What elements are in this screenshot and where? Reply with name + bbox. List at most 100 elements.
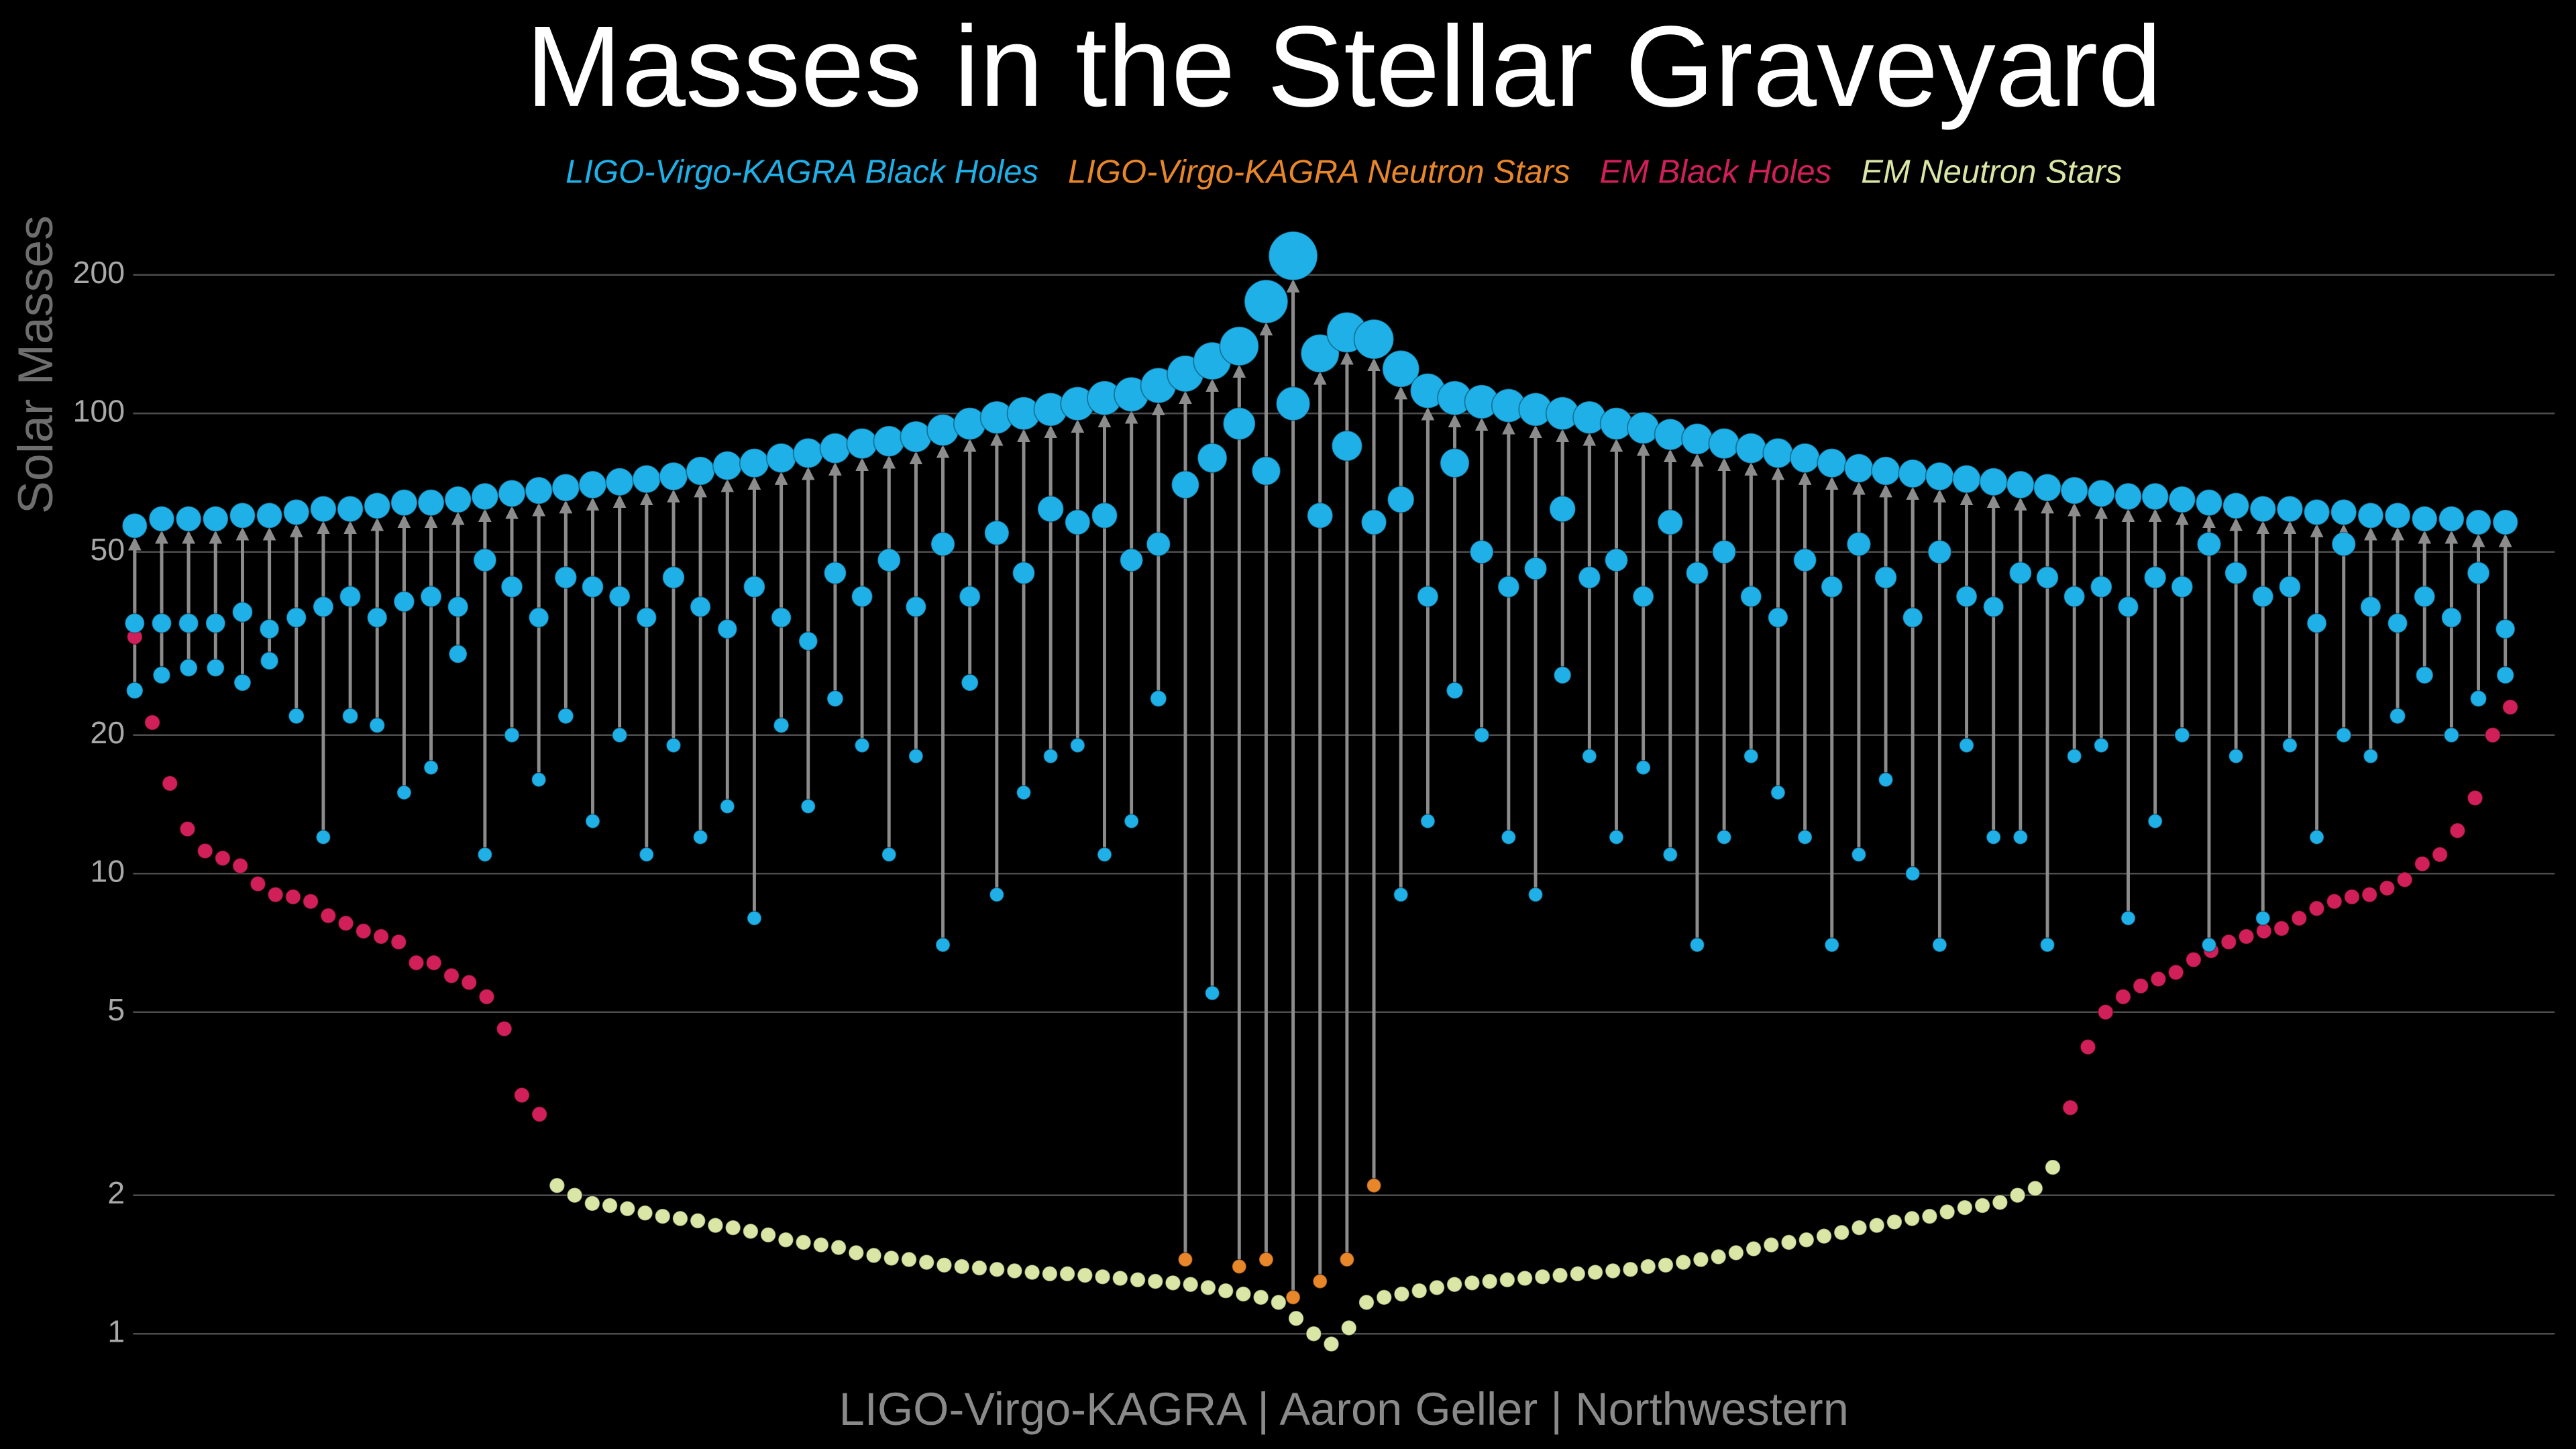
component-mass xyxy=(1578,566,1601,589)
y-tick-label: 1 xyxy=(107,1314,125,1349)
em-point xyxy=(1358,1294,1375,1311)
component-mass xyxy=(908,748,924,764)
em-point xyxy=(549,1177,566,1194)
component-mass xyxy=(1197,442,1228,474)
component-mass xyxy=(717,619,738,639)
em-point xyxy=(2449,822,2466,839)
em-point xyxy=(602,1197,619,1214)
em-point xyxy=(337,915,354,932)
component-mass xyxy=(1743,748,1759,764)
component-mass xyxy=(2496,665,2515,684)
component-mass xyxy=(2174,727,2190,743)
component-mass xyxy=(339,585,362,608)
remnant-mass xyxy=(2330,498,2357,526)
component-mass xyxy=(1119,548,1144,572)
em-point xyxy=(496,1020,513,1037)
component-mass xyxy=(2387,612,2408,634)
component-mass xyxy=(877,548,902,572)
component-mass xyxy=(2171,575,2194,598)
component-mass xyxy=(1635,759,1652,775)
remnant-mass xyxy=(1898,459,1928,488)
em-point xyxy=(1851,1220,1868,1236)
component-mass xyxy=(719,798,735,814)
caption: LIGO-Virgo-KAGRA | Aaron Geller | Northw… xyxy=(839,1383,1849,1435)
em-point xyxy=(672,1210,688,1227)
component-mass xyxy=(500,575,523,598)
em-point xyxy=(1904,1210,1921,1227)
component-mass xyxy=(1927,539,1952,564)
component-mass xyxy=(206,658,225,678)
component-mass xyxy=(1662,847,1678,863)
em-point xyxy=(2167,964,2184,981)
component-mass xyxy=(366,607,388,629)
component-mass xyxy=(1689,937,1705,953)
component-mass xyxy=(477,847,493,863)
component-mass xyxy=(747,910,762,926)
component-mass xyxy=(1716,829,1732,845)
component-mass xyxy=(854,737,870,753)
em-point xyxy=(1886,1214,1902,1230)
component-mass xyxy=(1366,1177,1382,1193)
component-mass xyxy=(1446,682,1464,700)
em-point xyxy=(2150,971,2167,987)
em-point xyxy=(1130,1271,1146,1288)
component-mass xyxy=(1393,887,1409,903)
em-point xyxy=(989,1261,1006,1278)
em-point xyxy=(936,1256,953,1273)
component-mass xyxy=(179,658,198,678)
y-axis-label: Solar Masses xyxy=(7,215,63,514)
component-mass xyxy=(1285,1289,1301,1305)
legend-entry: EM Neutron Stars xyxy=(1861,154,2122,191)
component-mass xyxy=(2012,829,2029,845)
remnant-mass xyxy=(2060,476,2089,505)
em-point xyxy=(1006,1263,1023,1279)
component-mass xyxy=(2413,585,2436,608)
remnant-mass xyxy=(2357,502,2384,529)
remnant-mass xyxy=(282,498,310,526)
component-mass xyxy=(1222,407,1256,441)
component-mass xyxy=(661,566,686,589)
em-point xyxy=(2273,920,2290,937)
component-mass xyxy=(611,727,628,743)
remnant-mass xyxy=(712,450,743,481)
em-point xyxy=(1798,1232,1815,1248)
component-mass xyxy=(2201,937,2217,953)
remnant-mass xyxy=(2384,502,2411,529)
em-point xyxy=(2308,900,2325,917)
remnant-mass xyxy=(2168,486,2196,514)
remnant-mass xyxy=(605,467,635,496)
em-point xyxy=(1024,1264,1040,1281)
em-point xyxy=(1393,1285,1410,1302)
em-point xyxy=(2062,1099,2079,1116)
em-point xyxy=(1675,1254,1692,1271)
component-mass xyxy=(341,708,359,724)
em-point xyxy=(1992,1194,2008,1211)
em-point xyxy=(1376,1289,1393,1305)
component-mass xyxy=(2251,585,2274,608)
component-mass xyxy=(585,813,600,829)
component-mass xyxy=(1069,737,1085,753)
em-point xyxy=(1833,1224,1850,1241)
component-mass xyxy=(504,727,520,743)
em-point xyxy=(390,934,407,951)
component-mass xyxy=(531,771,547,788)
em-point xyxy=(2045,1159,2061,1176)
remnant-mass xyxy=(1735,432,1767,464)
component-mass xyxy=(1711,539,1737,564)
em-point xyxy=(619,1200,636,1217)
component-mass xyxy=(2282,737,2298,753)
component-mass xyxy=(1016,785,1032,800)
component-mass xyxy=(2035,566,2059,589)
em-point xyxy=(1517,1270,1534,1287)
component-mass xyxy=(2143,566,2167,589)
y-tick-label: 10 xyxy=(90,854,125,889)
component-mass xyxy=(369,717,386,734)
component-mass xyxy=(1824,937,1840,953)
em-point xyxy=(1340,1320,1357,1336)
component-mass xyxy=(692,829,708,845)
remnant-mass xyxy=(1219,326,1260,366)
remnant-mass xyxy=(525,476,553,505)
component-mass xyxy=(1171,470,1200,499)
component-mass xyxy=(1387,486,1415,514)
